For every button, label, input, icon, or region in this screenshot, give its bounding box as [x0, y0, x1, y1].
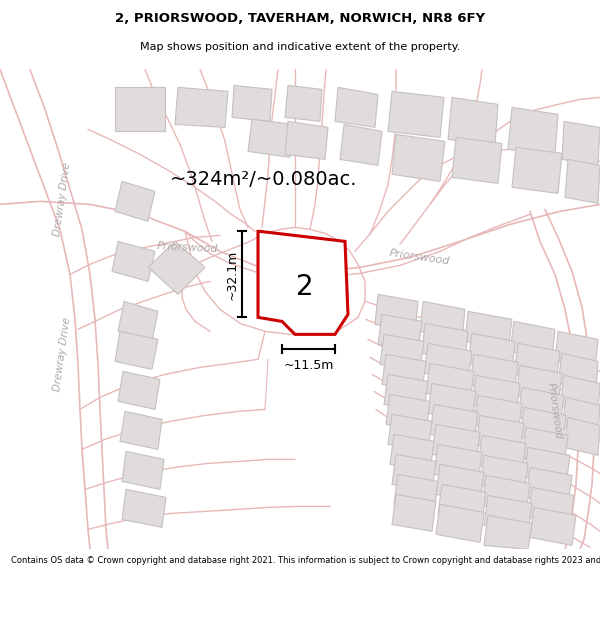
Polygon shape	[468, 333, 515, 371]
Polygon shape	[420, 301, 465, 339]
Polygon shape	[522, 428, 568, 466]
Polygon shape	[482, 476, 530, 513]
Polygon shape	[392, 454, 436, 491]
Polygon shape	[558, 353, 598, 391]
Polygon shape	[382, 354, 426, 391]
Polygon shape	[115, 181, 155, 221]
Polygon shape	[555, 331, 598, 369]
Text: ~32.1m: ~32.1m	[226, 249, 239, 299]
Polygon shape	[478, 436, 526, 473]
Polygon shape	[248, 119, 294, 158]
Polygon shape	[526, 468, 572, 506]
Polygon shape	[386, 394, 430, 431]
Polygon shape	[516, 366, 562, 403]
Text: Map shows position and indicative extent of the property.: Map shows position and indicative extent…	[140, 42, 460, 52]
Polygon shape	[524, 448, 570, 486]
Polygon shape	[426, 363, 474, 401]
Polygon shape	[378, 314, 422, 351]
Polygon shape	[448, 98, 498, 146]
Polygon shape	[120, 411, 162, 449]
Polygon shape	[428, 383, 476, 421]
Polygon shape	[422, 323, 468, 361]
Polygon shape	[484, 516, 532, 549]
Polygon shape	[118, 371, 160, 409]
Polygon shape	[394, 474, 438, 511]
Polygon shape	[436, 464, 484, 503]
Polygon shape	[432, 424, 480, 462]
Polygon shape	[118, 301, 158, 341]
Text: Priorswood: Priorswood	[389, 248, 451, 267]
Text: 2: 2	[296, 273, 314, 301]
Polygon shape	[474, 396, 522, 433]
Text: Priorswood: Priorswood	[546, 382, 564, 441]
Polygon shape	[518, 388, 564, 426]
Text: 2, PRIORSWOOD, TAVERHAM, NORWICH, NR8 6FY: 2, PRIORSWOOD, TAVERHAM, NORWICH, NR8 6F…	[115, 12, 485, 25]
Text: Drewray Drive: Drewray Drive	[52, 317, 72, 392]
Polygon shape	[384, 374, 428, 411]
Polygon shape	[484, 496, 532, 533]
Polygon shape	[390, 434, 434, 471]
Polygon shape	[476, 416, 524, 453]
Polygon shape	[562, 398, 600, 436]
Polygon shape	[148, 241, 205, 294]
Polygon shape	[452, 138, 502, 183]
Polygon shape	[122, 451, 164, 489]
Polygon shape	[510, 321, 555, 359]
Polygon shape	[530, 508, 576, 546]
Polygon shape	[340, 124, 382, 166]
Polygon shape	[388, 91, 444, 138]
Polygon shape	[380, 334, 424, 371]
Polygon shape	[470, 354, 518, 392]
Polygon shape	[388, 414, 432, 451]
Polygon shape	[480, 456, 528, 493]
Polygon shape	[258, 231, 348, 334]
Polygon shape	[122, 489, 166, 528]
Polygon shape	[565, 159, 600, 203]
Polygon shape	[528, 488, 574, 526]
Polygon shape	[430, 404, 478, 442]
Polygon shape	[514, 343, 560, 381]
Polygon shape	[564, 418, 600, 456]
Polygon shape	[175, 88, 228, 128]
Polygon shape	[285, 86, 322, 121]
Polygon shape	[335, 88, 378, 128]
Polygon shape	[424, 343, 472, 381]
Text: ~324m²/~0.080ac.: ~324m²/~0.080ac.	[170, 170, 358, 189]
Polygon shape	[562, 121, 600, 166]
Polygon shape	[392, 134, 445, 181]
Polygon shape	[115, 88, 165, 131]
Polygon shape	[434, 444, 482, 483]
Polygon shape	[285, 121, 328, 159]
Text: ~11.5m: ~11.5m	[283, 359, 334, 372]
Polygon shape	[115, 331, 158, 369]
Polygon shape	[465, 311, 512, 349]
Polygon shape	[472, 376, 520, 413]
Polygon shape	[512, 148, 562, 193]
Polygon shape	[508, 107, 558, 156]
Polygon shape	[375, 294, 418, 331]
Polygon shape	[520, 408, 566, 446]
Polygon shape	[438, 484, 486, 522]
Text: Contains OS data © Crown copyright and database right 2021. This information is : Contains OS data © Crown copyright and d…	[11, 556, 600, 565]
Polygon shape	[392, 494, 436, 531]
Polygon shape	[560, 376, 600, 413]
Polygon shape	[232, 86, 272, 121]
Polygon shape	[112, 241, 155, 281]
Text: Drewray Drive: Drewray Drive	[52, 162, 72, 237]
Polygon shape	[436, 504, 484, 542]
Text: Priorswood: Priorswood	[157, 241, 219, 254]
